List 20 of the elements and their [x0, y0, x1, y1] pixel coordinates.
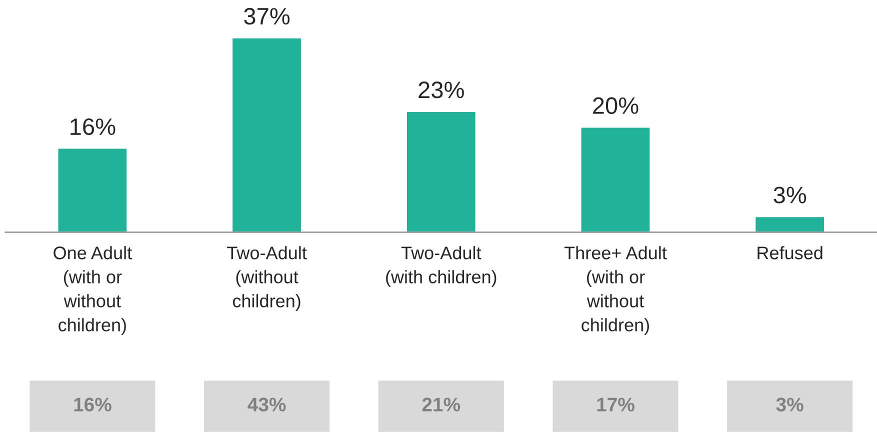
- data-label: 3%: [774, 186, 806, 204]
- bar: [56, 147, 128, 232]
- data-label: 23%: [418, 82, 464, 98]
- x-tick-label: Two-Adult (without children): [227, 246, 307, 311]
- text: 3%: [776, 398, 804, 412]
- text: 16%: [74, 398, 112, 412]
- bar: [754, 216, 826, 232]
- data-label: 37%: [244, 8, 290, 25]
- bar: [406, 110, 477, 232]
- x-tick-label: One Adult (with or without children): [54, 246, 132, 335]
- x-tick-label: Three+ Adult (with or without children): [564, 246, 667, 335]
- x-tick-label: Two-Adult (with children): [386, 246, 496, 287]
- text: 21%: [422, 398, 460, 412]
- x-tick-label: Refused: [758, 246, 822, 260]
- text: 17%: [597, 398, 634, 412]
- data-label: 16%: [70, 118, 116, 136]
- data-label: 20%: [593, 97, 638, 114]
- bar: [231, 36, 302, 232]
- text: 43%: [248, 398, 286, 412]
- bar: [580, 126, 652, 232]
